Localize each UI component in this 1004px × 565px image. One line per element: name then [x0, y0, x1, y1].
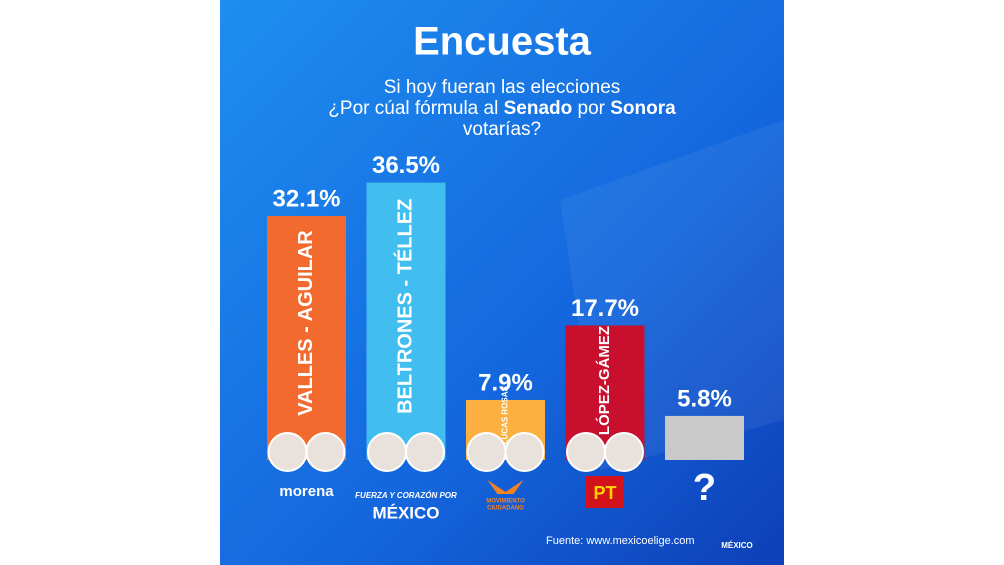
value-label: 5.8%: [677, 385, 732, 412]
subtitle-text: Senado: [504, 98, 573, 119]
candidate-photo: [267, 432, 308, 472]
subtitle-line: ¿Por cúal fórmula al Senado por Sonora: [328, 98, 676, 119]
value-label: 36.5%: [372, 152, 440, 179]
party-logo: CIUDADANO: [487, 506, 524, 512]
subtitle-line: votarías?: [463, 119, 541, 140]
subtitle: Si hoy fueran las elecciones¿Por cúal fó…: [328, 77, 676, 140]
party-logo: ?: [693, 467, 716, 509]
party-logo: MOVIMIENTO: [486, 499, 525, 505]
subtitle-text: ¿Por cúal fórmula al: [328, 98, 503, 119]
party-box: [586, 476, 624, 508]
bar: [366, 182, 446, 460]
candidate-photo: [367, 432, 407, 472]
party-icon: [487, 480, 524, 494]
party-logo: PT: [593, 483, 616, 503]
party-logo: morena: [279, 483, 334, 500]
bars: 32.1% VALLES - AGUILAR 36.5% BELTRONES - TÉ…: [267, 152, 744, 522]
category-label: BELTRONES - TÉLLEZ: [393, 199, 416, 414]
party-logo: MÉXICO: [372, 503, 439, 522]
subtitle-text: votarías?: [463, 119, 541, 140]
chart-title: Encuesta: [413, 20, 592, 64]
candidate-photo: [504, 432, 545, 472]
category-label: LÓPEZ-GÁMEZ: [595, 326, 613, 435]
candidate-photo: [305, 432, 346, 472]
subtitle-line: Si hoy fueran las elecciones: [384, 77, 621, 98]
brand: MÉXICO: [721, 541, 753, 550]
candidate-photo: [466, 432, 507, 472]
subtitle-text: Si hoy fueran las elecciones: [384, 77, 621, 98]
candidate-photo: [604, 432, 644, 472]
party-logo: FUERZA Y CORAZÓN POR: [355, 491, 457, 500]
value-label: 17.7%: [571, 295, 639, 322]
subtitle-text: por: [572, 98, 610, 119]
bar: [665, 415, 744, 460]
value-label: 32.1%: [272, 185, 340, 212]
value-label: 7.9%: [478, 369, 533, 396]
subtitle-text: Sonora: [610, 98, 676, 119]
category-label: DE LUCAS ROSAS: [501, 386, 510, 458]
candidate-photo: [566, 432, 606, 472]
source: Fuente: www.mexicoelige.com: [546, 535, 695, 547]
bar: [267, 216, 346, 460]
candidate-photo: [405, 432, 445, 472]
category-label: VALLES - AGUILAR: [295, 230, 317, 416]
